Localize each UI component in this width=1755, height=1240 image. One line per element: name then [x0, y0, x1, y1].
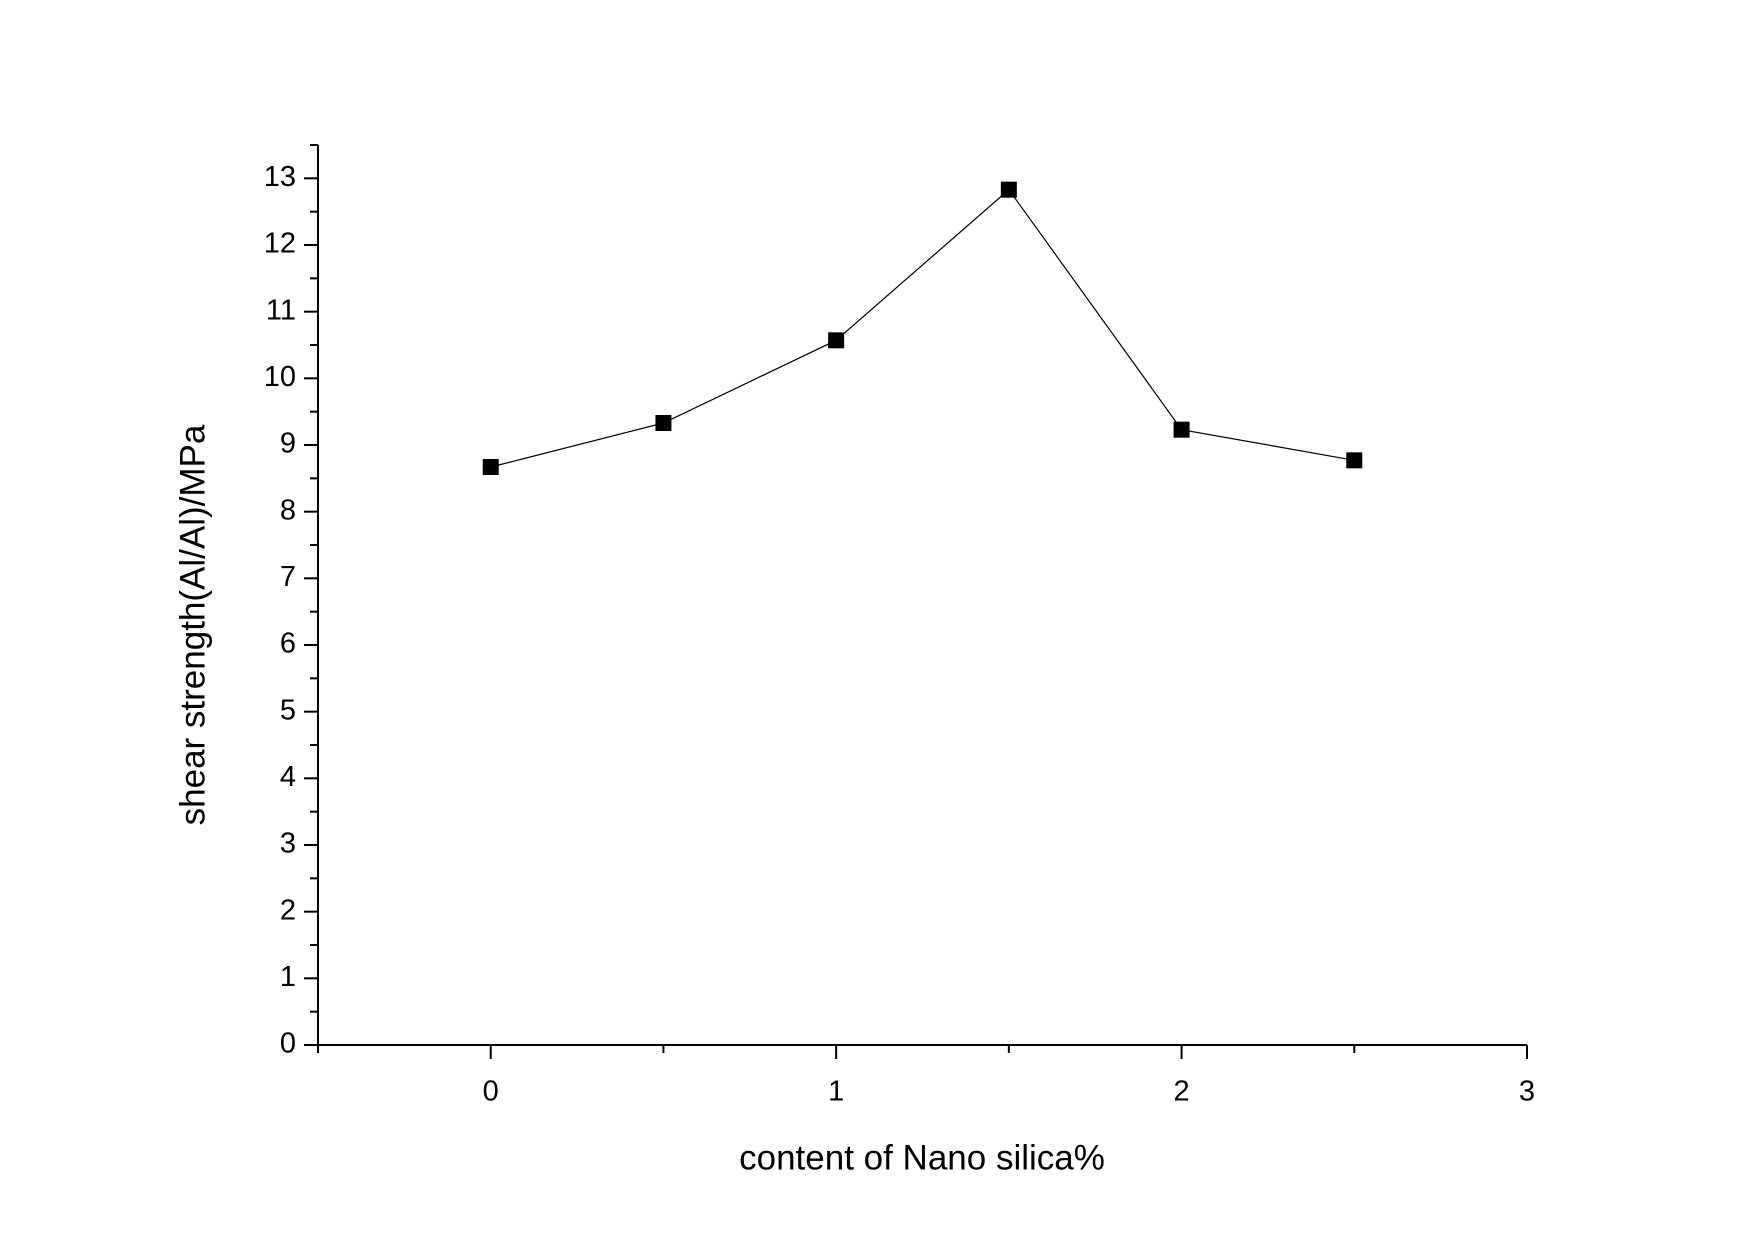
- x-axis-title: content of Nano silica%: [739, 1138, 1105, 1177]
- y-tick-label: 9: [280, 428, 296, 460]
- y-tick-label: 4: [280, 761, 296, 793]
- y-tick-label: 13: [264, 161, 296, 193]
- y-tick-label: 5: [280, 694, 296, 726]
- y-tick-label: 10: [264, 361, 296, 393]
- data-line: [490, 188, 1355, 468]
- y-tick-label: 3: [280, 828, 296, 860]
- x-tick-label: 3: [1519, 1076, 1535, 1108]
- x-tick-label: 0: [483, 1076, 499, 1108]
- data-point: [1346, 452, 1363, 469]
- y-tick-label: 0: [280, 1028, 296, 1060]
- y-tick-label: 6: [280, 628, 296, 660]
- y-tick-label: 2: [280, 894, 296, 926]
- data-point: [1000, 181, 1017, 198]
- x-tick-label: 2: [1174, 1076, 1190, 1108]
- y-tick-label: 12: [264, 228, 296, 260]
- y-tick-label: 8: [280, 494, 296, 526]
- x-tick-label: 1: [828, 1076, 844, 1108]
- data-point: [655, 415, 672, 431]
- data-point: [828, 332, 845, 349]
- data-point: [1173, 421, 1190, 438]
- y-axis-title: shear strength(Al/Al)/MPa: [173, 424, 212, 825]
- data-point: [482, 459, 499, 475]
- y-tick-label: 1: [280, 961, 296, 993]
- y-tick-label: 7: [280, 561, 296, 593]
- y-tick-label: 11: [266, 294, 296, 326]
